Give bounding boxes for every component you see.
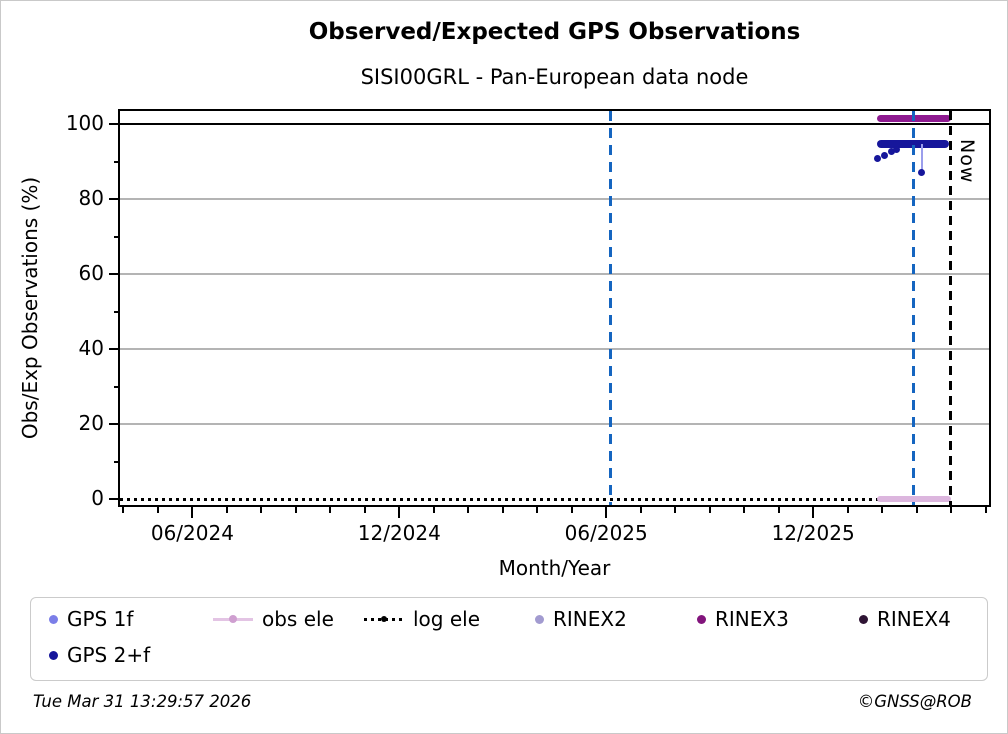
y-tick-label-100: 100 [65,111,104,136]
x-minor-tick [950,507,953,513]
x-minor-tick [432,507,435,513]
y-minor-tick [114,385,120,388]
y-major-tick [109,123,120,126]
y-major-tick [109,348,120,351]
x-minor-tick [363,507,366,513]
rinex3-marker-icon [697,614,706,624]
x-minor-tick [329,507,332,513]
x-minor-tick [260,507,263,513]
event-line-2 [911,111,915,505]
x-minor-tick [122,507,125,513]
sample-dot [229,615,237,623]
x-tick-label-12-2025: 12/2025 [771,521,855,545]
x-minor-tick [570,507,573,513]
x-minor-tick [156,507,159,513]
data-point-1 [880,151,888,159]
gridline-80 [120,198,989,201]
x-minor-tick [743,507,746,513]
log-ele-marker-icon [364,614,404,624]
legend-item-rinex3: RINEX3 [697,606,789,632]
event-line-1 [608,111,612,505]
gridline-40 [120,348,989,351]
x-minor-tick [915,507,918,513]
rinex4-marker-icon [859,614,868,624]
y-minor-tick [114,235,120,238]
x-minor-tick [708,507,711,513]
legend-item-gps-1f: GPS 1f [49,606,133,632]
y-major-tick [109,198,120,201]
legend-box: GPS 1f obs ele log ele RINEX2 RINEX3 RINEX4 GP… [30,597,988,681]
gridline-20 [120,423,989,426]
legend-label: RINEX3 [715,607,789,631]
series-log-ele-line [120,497,951,501]
plot-area: Now [118,109,991,507]
legend-item-obs-ele: obs ele [213,606,334,632]
obs-ele-marker-icon [213,614,253,624]
x-tick-label-06-2024: 06/2024 [150,521,234,545]
chart-subtitle: SISI00GRL - Pan-European data node [360,65,749,89]
x-minor-tick [639,507,642,513]
x-major-tick [812,507,815,518]
x-minor-tick [881,507,884,513]
y-tick-label-20: 20 [78,411,104,436]
x-major-tick [398,507,401,518]
y-tick-label-0: 0 [91,486,104,510]
y-tick-label-80: 80 [78,186,104,211]
gps-1f-marker-icon [49,614,58,624]
data-point-0 [874,154,882,162]
gps-2-f-marker-icon [49,650,58,660]
x-minor-tick [294,507,297,513]
legend-item-gps-2-f: GPS 2+f [49,642,150,668]
legend-label: GPS 2+f [67,643,151,667]
y-tick-label-60: 60 [78,261,104,286]
gridline-60 [120,273,989,276]
legend-label: RINEX4 [877,607,951,631]
y-minor-tick [114,460,120,463]
legend-item-rinex2: RINEX2 [535,606,627,632]
x-minor-tick [467,507,470,513]
legend-label: obs ele [262,607,334,631]
hundred-percent-line [120,123,989,126]
footer-timestamp: Tue Mar 31 13:29:57 2026 [33,692,252,711]
x-minor-tick [225,507,228,513]
now-label: Now [956,139,979,184]
x-minor-tick [674,507,677,513]
y-minor-tick [114,160,120,163]
legend-item-rinex4: RINEX4 [859,606,951,632]
chart-title: Observed/Expected GPS Observations [308,19,801,45]
x-tick-label-12-2024: 12/2024 [357,521,441,545]
x-minor-tick [984,507,987,513]
now-line [948,111,952,505]
y-major-tick [109,498,120,500]
x-axis-label: Month/Year [498,556,611,580]
data-point-2 [887,147,895,155]
y-axis-label: Obs/Exp Observations (%) [18,176,42,440]
x-minor-tick [846,507,849,513]
legend-label: GPS 1f [67,607,134,631]
legend-label: log ele [413,607,481,631]
rinex2-marker-icon [535,614,544,624]
data-point-3 [893,146,901,154]
y-major-tick [109,273,120,276]
x-tick-label-06-2025: 06/2025 [564,521,648,545]
legend-label: RINEX2 [553,607,627,631]
x-minor-tick [536,507,539,513]
gps1f-drop-line [920,143,923,173]
y-tick-label-40: 40 [78,336,104,361]
y-minor-tick [114,310,120,313]
sample-dot [381,616,387,622]
x-major-tick [605,507,608,518]
x-minor-tick [501,507,504,513]
y-major-tick [109,423,120,426]
legend-item-log-ele: log ele [364,606,480,632]
footer-credit: ©GNSS@ROB [857,692,972,711]
x-minor-tick [777,507,780,513]
data-point-4 [918,168,926,176]
x-major-tick [191,507,194,518]
